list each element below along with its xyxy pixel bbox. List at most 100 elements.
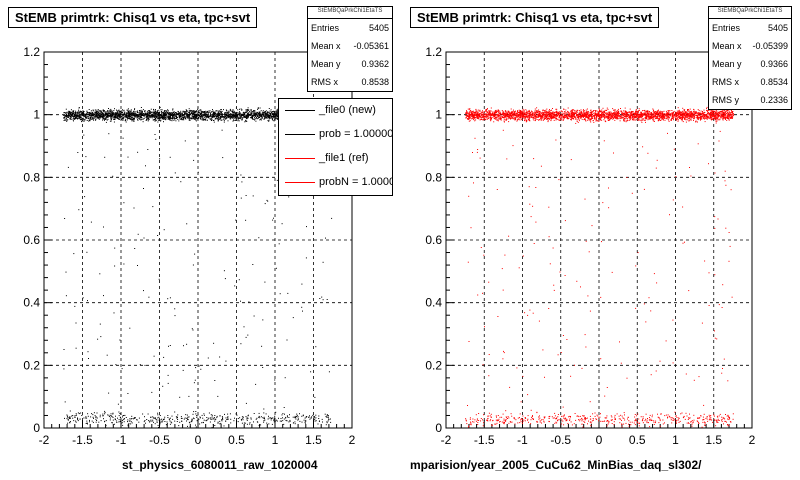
data-point (147, 114, 149, 115)
data-point (140, 111, 142, 113)
data-point (85, 417, 87, 419)
data-point (162, 112, 164, 114)
data-point (264, 117, 266, 118)
data-point (94, 116, 96, 118)
data-point (171, 114, 172, 116)
data-point (600, 115, 602, 117)
data-point (241, 416, 243, 418)
data-point (270, 113, 272, 115)
data-point (254, 112, 256, 114)
data-point (276, 117, 278, 119)
data-point (524, 119, 526, 121)
data-point (111, 114, 113, 116)
data-point (67, 419, 69, 421)
data-point (232, 120, 234, 122)
data-point (217, 120, 219, 122)
data-point (118, 109, 120, 111)
data-point (168, 113, 170, 115)
data-point (119, 116, 121, 118)
data-point (227, 112, 229, 114)
data-point (310, 371, 312, 373)
data-point (129, 116, 131, 118)
data-point (233, 116, 235, 118)
stats-value: 5405 (368, 23, 389, 33)
data-point (163, 112, 164, 114)
data-point (202, 115, 204, 116)
data-point (85, 423, 87, 424)
data-point (238, 112, 240, 114)
data-point (314, 416, 316, 418)
data-point (130, 117, 132, 119)
data-point (252, 111, 254, 113)
data-point (150, 416, 152, 418)
data-point (222, 114, 224, 116)
data-point (98, 421, 100, 423)
data-point (166, 114, 167, 116)
data-point (629, 116, 631, 118)
data-point (67, 166, 69, 168)
data-point (92, 114, 94, 116)
data-point (295, 416, 297, 417)
data-point (142, 118, 144, 120)
data-point (246, 114, 248, 116)
data-point (289, 420, 291, 422)
data-point (168, 345, 169, 347)
data-point (192, 118, 194, 120)
data-point (277, 110, 279, 112)
data-point (128, 423, 130, 424)
data-point (273, 113, 275, 115)
data-point (163, 356, 165, 358)
data-point (241, 181, 243, 183)
data-point (64, 417, 65, 419)
data-point (145, 165, 146, 167)
data-point (117, 417, 118, 419)
data-point (120, 419, 122, 421)
data-point (169, 119, 171, 121)
data-point (158, 116, 160, 118)
data-point (494, 113, 496, 115)
data-point (112, 117, 114, 119)
data-point (264, 419, 266, 421)
data-point (160, 116, 162, 118)
data-point (200, 113, 201, 115)
data-point (696, 116, 698, 118)
data-point (90, 110, 92, 112)
data-point (267, 200, 269, 202)
data-point (192, 116, 194, 118)
data-point (155, 114, 157, 116)
data-point (156, 112, 158, 114)
data-point (191, 111, 193, 113)
data-point (93, 113, 94, 115)
data-point (249, 114, 251, 116)
data-point (666, 116, 668, 118)
data-point (245, 112, 247, 113)
data-point (149, 112, 151, 114)
data-point (322, 299, 324, 301)
data-point (150, 108, 152, 110)
data-point (159, 117, 161, 119)
data-point (156, 116, 158, 118)
data-point (70, 114, 72, 116)
data-point (266, 112, 268, 113)
data-point (231, 111, 233, 113)
data-point (121, 368, 123, 370)
data-point (520, 112, 522, 114)
data-point (640, 112, 642, 114)
data-point (91, 118, 93, 120)
data-point (328, 415, 329, 417)
data-point (251, 109, 252, 111)
data-point (165, 113, 167, 115)
data-point (169, 297, 171, 299)
data-point (644, 111, 646, 113)
data-point (255, 120, 257, 122)
data-point (130, 110, 132, 112)
data-point (292, 416, 294, 418)
data-point (150, 114, 152, 116)
data-point (187, 416, 189, 418)
data-point (154, 115, 156, 117)
data-point (76, 115, 78, 116)
data-point (250, 114, 252, 116)
data-point (96, 114, 98, 116)
data-point (249, 114, 251, 116)
data-point (328, 418, 330, 420)
